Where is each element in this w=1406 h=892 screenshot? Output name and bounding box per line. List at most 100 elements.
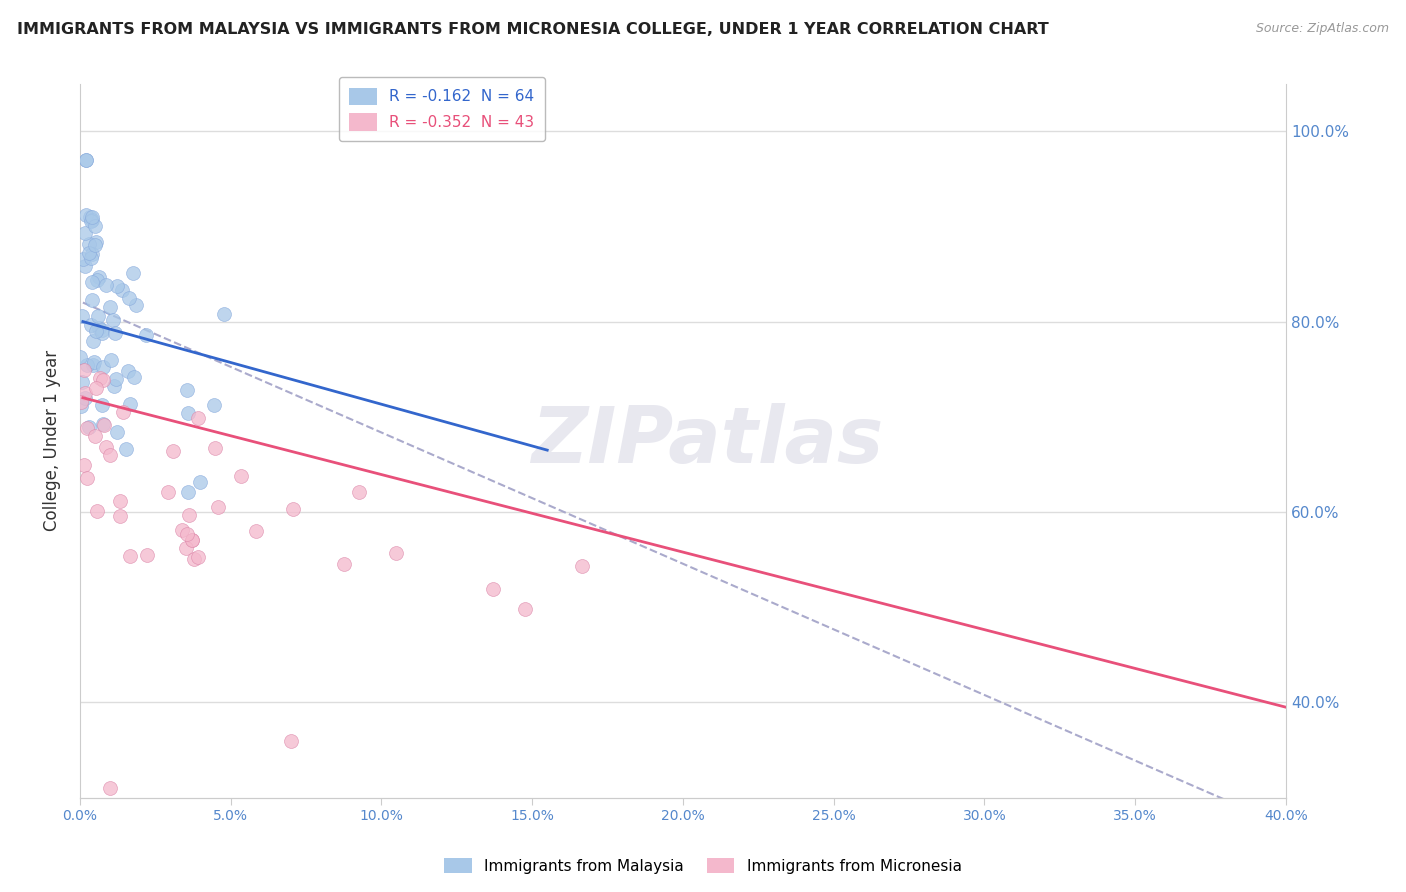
Point (94, 277, 117, 292)
Point (70, 309, 93, 323)
Point (86, 503, 108, 517)
Text: Source: ZipAtlas.com: Source: ZipAtlas.com (1256, 22, 1389, 36)
Point (72, 252, 94, 266)
Point (75, 153, 97, 167)
Point (73, 386, 96, 401)
Legend: R = -0.162  N = 64, R = -0.352  N = 43: R = -0.162 N = 64, R = -0.352 N = 43 (339, 77, 544, 141)
Point (281, 501, 304, 516)
Point (207, 500, 229, 514)
Point (80, 210, 103, 224)
Point (73, 363, 96, 377)
Point (91, 360, 114, 375)
Point (183, 552, 205, 566)
Point (82, 247, 104, 261)
Point (122, 266, 145, 280)
Point (177, 406, 200, 420)
Point (76, 420, 98, 434)
Point (571, 559, 593, 574)
Point (180, 533, 202, 547)
Point (332, 557, 354, 571)
Point (187, 411, 209, 425)
Point (98, 781, 121, 796)
Point (90, 326, 112, 341)
Point (385, 546, 408, 560)
Point (170, 523, 193, 537)
Point (190, 475, 212, 490)
Point (110, 494, 132, 508)
Point (110, 508, 132, 523)
Point (73, 260, 96, 274)
Point (75, 208, 97, 222)
Point (157, 485, 180, 500)
Point (212, 307, 235, 321)
Point (76, 359, 98, 373)
Point (174, 541, 197, 555)
Point (90, 323, 112, 337)
Point (101, 313, 124, 327)
Point (124, 370, 146, 384)
Point (70, 394, 93, 409)
Point (84, 381, 107, 395)
Point (135, 548, 157, 562)
Point (82, 334, 104, 348)
Point (73, 458, 96, 472)
Point (76, 470, 98, 484)
Point (75, 391, 97, 405)
Point (77, 246, 100, 260)
Point (515, 602, 537, 616)
Text: IMMIGRANTS FROM MALAYSIA VS IMMIGRANTS FROM MICRONESIA COLLEGE, UNDER 1 YEAR COR: IMMIGRANTS FROM MALAYSIA VS IMMIGRANTS F… (17, 22, 1049, 37)
Point (280, 733, 302, 747)
Point (482, 582, 505, 596)
Point (229, 469, 252, 483)
Point (69, 351, 91, 365)
Point (135, 328, 157, 343)
Point (91, 398, 114, 412)
Legend: Immigrants from Malaysia, Immigrants from Micronesia: Immigrants from Malaysia, Immigrants fro… (439, 852, 967, 880)
Point (118, 291, 141, 305)
Point (100, 353, 122, 368)
Point (80, 275, 103, 289)
Y-axis label: College, Under 1 year: College, Under 1 year (44, 350, 60, 531)
Point (80, 293, 103, 308)
Point (87, 269, 110, 284)
Point (105, 425, 128, 440)
Point (84, 235, 107, 249)
Point (177, 508, 200, 522)
Point (114, 442, 136, 457)
Point (111, 283, 134, 297)
Point (80, 251, 103, 265)
Point (80, 318, 103, 332)
Point (93, 417, 115, 431)
Point (120, 549, 142, 563)
Point (176, 484, 198, 499)
Point (84, 324, 107, 338)
Point (98, 448, 121, 462)
Point (75, 153, 97, 167)
Point (105, 279, 128, 293)
Point (89, 370, 111, 384)
Point (93, 373, 115, 387)
Point (87, 310, 110, 324)
Point (245, 524, 267, 538)
Point (84, 238, 107, 252)
Point (94, 440, 117, 454)
Point (79, 211, 101, 225)
Point (204, 398, 226, 412)
Point (70, 399, 93, 413)
Point (84, 219, 107, 234)
Point (86, 273, 108, 287)
Point (181, 533, 204, 547)
Point (77, 419, 100, 434)
Point (84, 429, 107, 443)
Point (80, 213, 103, 227)
Point (98, 301, 121, 315)
Point (70, 375, 93, 389)
Point (83, 355, 105, 369)
Point (82, 358, 104, 372)
Point (187, 549, 209, 564)
Point (112, 405, 135, 419)
Point (73, 226, 96, 240)
Point (176, 383, 198, 397)
Point (125, 298, 148, 312)
Point (89, 321, 111, 335)
